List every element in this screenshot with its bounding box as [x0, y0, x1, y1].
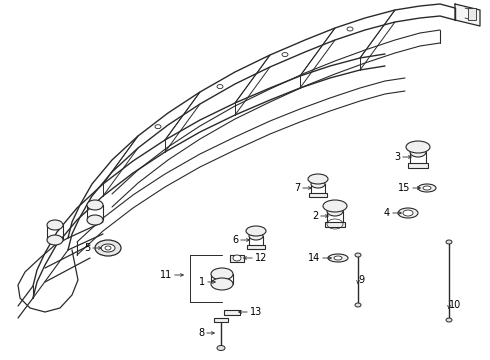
Text: 15: 15: [397, 183, 410, 193]
Bar: [468, 8, 476, 20]
Ellipse shape: [217, 346, 225, 351]
Bar: [214, 318, 228, 322]
Text: 12: 12: [255, 253, 268, 263]
Ellipse shape: [311, 180, 325, 188]
Text: 6: 6: [232, 235, 238, 245]
Ellipse shape: [423, 186, 431, 190]
Ellipse shape: [355, 253, 361, 257]
Bar: [309, 193, 327, 197]
Ellipse shape: [249, 232, 263, 240]
Ellipse shape: [95, 240, 121, 256]
Ellipse shape: [406, 141, 430, 153]
Ellipse shape: [211, 278, 233, 290]
Ellipse shape: [403, 210, 413, 216]
Text: 7: 7: [294, 183, 300, 193]
Ellipse shape: [334, 256, 342, 260]
Text: 10: 10: [449, 300, 461, 310]
Bar: [224, 310, 240, 315]
Bar: [408, 162, 428, 167]
Ellipse shape: [327, 206, 343, 216]
Bar: [247, 245, 265, 249]
Ellipse shape: [446, 318, 452, 322]
Text: 9: 9: [358, 275, 364, 285]
Text: 14: 14: [308, 253, 320, 263]
Ellipse shape: [323, 200, 347, 212]
Bar: [230, 255, 244, 261]
Ellipse shape: [355, 303, 361, 307]
Text: 3: 3: [394, 152, 400, 162]
Ellipse shape: [211, 268, 233, 280]
Polygon shape: [455, 4, 480, 26]
Ellipse shape: [446, 240, 452, 244]
Ellipse shape: [87, 215, 103, 225]
Ellipse shape: [418, 184, 436, 192]
Bar: [325, 221, 345, 226]
Text: 1: 1: [199, 277, 205, 287]
Ellipse shape: [410, 147, 426, 157]
Ellipse shape: [87, 200, 103, 210]
Text: 13: 13: [250, 307, 262, 317]
Text: 8: 8: [198, 328, 204, 338]
Ellipse shape: [328, 254, 348, 262]
Ellipse shape: [246, 226, 266, 236]
Ellipse shape: [308, 174, 328, 184]
Ellipse shape: [233, 255, 241, 261]
Ellipse shape: [101, 244, 115, 252]
Ellipse shape: [398, 208, 418, 218]
Text: 4: 4: [384, 208, 390, 218]
Ellipse shape: [47, 235, 63, 245]
Text: 2: 2: [312, 211, 318, 221]
Text: 5: 5: [84, 243, 90, 253]
Ellipse shape: [47, 220, 63, 230]
Text: 11: 11: [160, 270, 172, 280]
